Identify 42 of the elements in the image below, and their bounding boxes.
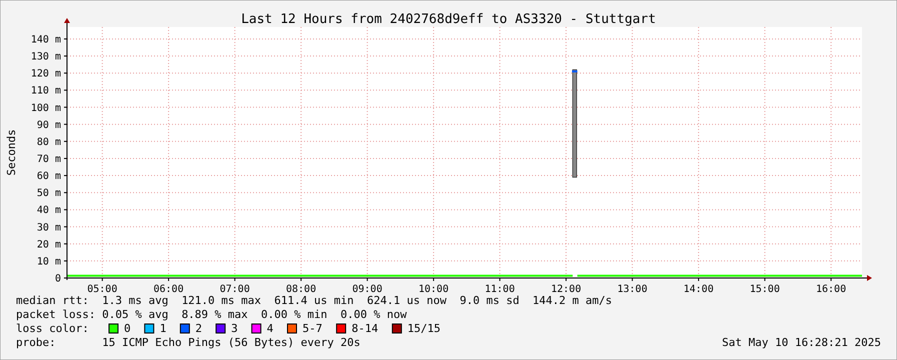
x-tick-label: 13:00: [617, 284, 648, 295]
x-tick-label: 07:00: [220, 284, 250, 295]
legend-label: 2: [195, 322, 202, 335]
y-tick-label: 130 m: [30, 52, 61, 63]
x-tick-label: 12:00: [551, 284, 582, 295]
y-tick-label: 90 m: [36, 120, 61, 131]
x-tick-label: 15:00: [750, 284, 780, 295]
x-tick-label: 11:00: [484, 284, 515, 295]
y-tick-label: 140 m: [30, 34, 61, 46]
text: probe: 15 ICMP Echo Pings (56 Bytes) every 20s: [16, 336, 360, 349]
y-tick-label: 60 m: [36, 171, 61, 182]
y-tick-label: 70 m: [36, 154, 61, 165]
y-tick-label: 50 m: [36, 188, 61, 200]
text: Sat May 10 16:28:21 2025: [722, 336, 881, 349]
y-tick-label: 110 m: [30, 86, 61, 97]
x-tick-label: 09:00: [352, 284, 382, 295]
text: packet loss: 0.05 % avg 8.89 % max 0.00 % min 0.00 % now: [16, 308, 408, 321]
x-tick-label: 14:00: [684, 284, 714, 295]
y-tick-label: 30 m: [36, 222, 61, 234]
x-tick-label: 16:00: [816, 284, 846, 295]
chart-title: Last 12 Hours from 2402768d9eff to AS3320 - Stuttgart: [241, 12, 656, 27]
legend-label: 1: [160, 322, 166, 335]
x-tick-label: 05:00: [87, 284, 118, 295]
x-tick-label: 10:00: [418, 284, 449, 295]
y-tick-label: 20 m: [36, 239, 61, 250]
text: median rtt: 1.3 ms avg 121.0 ms max 611.4 us min 624.1 us now 9.0 ms sd 144.2 m am/s: [16, 294, 612, 307]
legend-label: 15/15: [407, 322, 441, 335]
legend-label: 5-7: [302, 322, 322, 335]
y-tick-label: 40 m: [36, 205, 61, 216]
legend-label: 8-14: [352, 322, 378, 335]
x-tick-label: 08:00: [286, 284, 316, 295]
y-axis-title: Seconds: [5, 129, 18, 176]
y-tick-label: 100 m: [30, 102, 61, 114]
legend-label: 4: [266, 322, 274, 335]
legend-title: loss color:: [16, 322, 89, 335]
y-tick-label: 120 m: [30, 68, 61, 80]
y-tick-label: 80 m: [36, 136, 61, 148]
x-tick-label: 06:00: [154, 284, 184, 295]
legend-label: 3: [231, 322, 238, 335]
y-tick-label: 0: [54, 274, 61, 284]
y-tick-label: 10 m: [36, 256, 61, 268]
legend-label: 0: [124, 322, 131, 335]
